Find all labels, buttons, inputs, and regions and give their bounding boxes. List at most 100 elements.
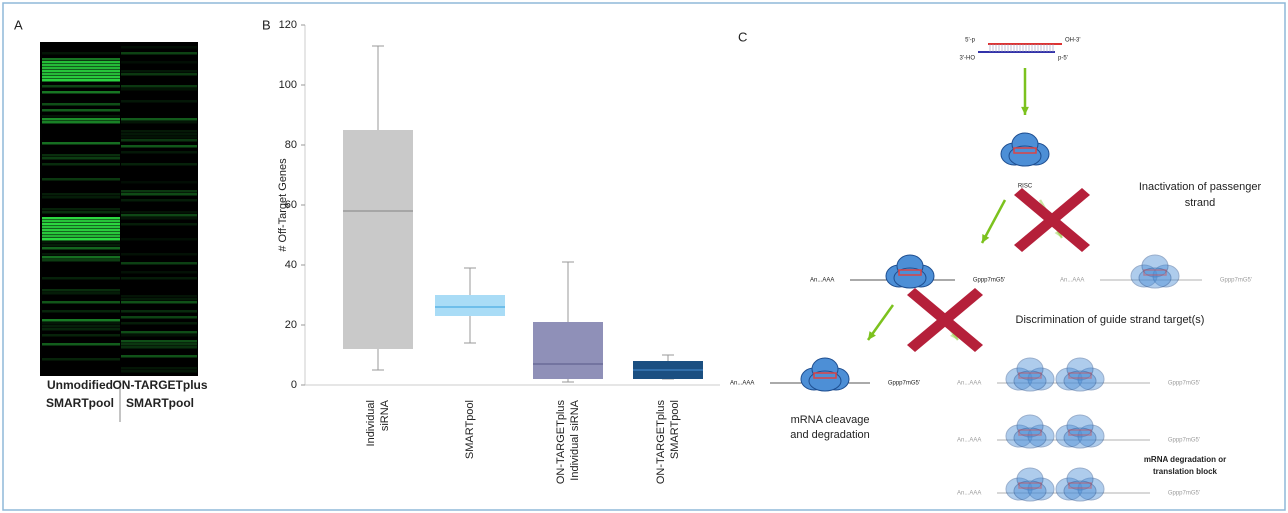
risc-lobe [1063,427,1097,449]
annotation: mRNA degradation or [1144,455,1226,464]
heatmap-row [121,346,197,349]
risc-lobe [1008,145,1042,167]
heatmap-row [42,193,120,196]
heatmap-row [42,358,120,361]
risc-lobe [1066,467,1094,491]
heatmap-row [42,241,120,244]
arrow [980,199,1007,244]
heatmap-row [42,91,120,94]
polya-label: An...AAA [957,438,981,444]
heatmap-row [42,64,120,67]
heatmap-row [121,223,197,226]
heatmap-row [121,139,197,142]
heatmap-row [42,292,120,295]
heatmap-row [121,340,197,343]
risc-lobe [1005,367,1033,391]
risc-lobe [1063,370,1097,392]
heatmap-row [42,58,120,61]
heatmap-row [42,277,120,280]
bound-strand [1068,372,1092,379]
heatmap-row [42,259,120,262]
heatmap-row [121,271,197,274]
risc-lobe [1066,414,1094,438]
y-tick-label: 60 [285,199,297,211]
x-tick-label: ON-TARGETplus [655,400,667,485]
heatmap-row [42,319,120,322]
heatmap-row [42,235,120,238]
heatmap-row [42,220,120,223]
polya-label: An...AAA [1060,278,1084,284]
cap-label: Gppp7mG5' [1220,278,1252,284]
bound-strand [1018,429,1042,436]
heatmap-row [121,88,197,91]
heatmap-row [121,310,197,313]
y-tick-label: 120 [279,19,297,31]
heatmap-row [121,61,197,64]
risc-lobe [1077,367,1105,391]
heatmap-row [42,289,120,292]
heatmap-row [121,316,197,319]
heatmap-row [121,73,197,76]
box [343,130,413,349]
heatmap-row [42,73,120,76]
heatmap-row [42,238,120,241]
heatmap-row [121,133,197,136]
heatmap-row [121,217,197,220]
polya-label: An...AAA [957,381,981,387]
heatmap-row [121,130,197,133]
heatmap-row [42,334,120,337]
end-label: OH-3' [1065,38,1080,44]
heatmap-row [121,199,197,202]
bound-strand [898,269,922,276]
cap-label: Gppp7mG5' [1168,438,1200,444]
heatmap-row [42,244,120,247]
risc-lobe [1005,424,1033,448]
bound-strand [1068,429,1092,436]
heatmap-row [121,163,197,166]
heatmap-row [121,52,197,55]
block-x [907,288,983,352]
y-tick-label: 100 [279,79,297,91]
risc-lobe [1016,467,1044,491]
arrow-head [868,331,876,340]
heatmap-row [42,121,120,124]
heatmap-row [42,52,120,55]
arrow-head [1021,106,1029,115]
bound-strand [1018,482,1042,489]
risc-lobe [1016,357,1044,381]
heatmap-row [121,277,197,280]
heatmap-row [42,67,120,70]
panel-label: C [738,29,747,44]
risc-lobe [1130,264,1158,288]
heatmap-row [121,193,197,196]
heatmap-row [121,334,197,337]
heatmap-row [42,301,120,304]
y-axis-label: # Off-Target Genes [277,158,289,252]
column-label: ON-TARGETplus [112,378,207,392]
heatmap-row [121,70,197,73]
heatmap-row [121,298,197,301]
heatmap-row [121,46,197,49]
cap-label: Gppp7mG5' [888,381,920,387]
bound-strand [1143,269,1167,276]
heatmap-row [42,310,120,313]
bound-strand [1013,147,1037,154]
risc-lobe [1077,424,1105,448]
risc-lobe [1077,477,1105,501]
heatmap-row [42,253,120,256]
bound-strand [1018,372,1042,379]
heatmap-row [42,223,120,226]
heatmap-row [121,145,197,148]
x-tick-label: SMARTpool [464,400,476,459]
risc-lobe [893,267,927,289]
x-tick-label: siRNA [379,399,391,431]
block-x [1014,188,1090,252]
heatmap-row [121,118,197,121]
heatmap-row [42,61,120,64]
column-label: SMARTpool [46,396,114,410]
risc-lobe [1063,480,1097,502]
heatmap-row [42,208,120,211]
heatmap-row [42,196,120,199]
heatmap-row [121,367,197,370]
